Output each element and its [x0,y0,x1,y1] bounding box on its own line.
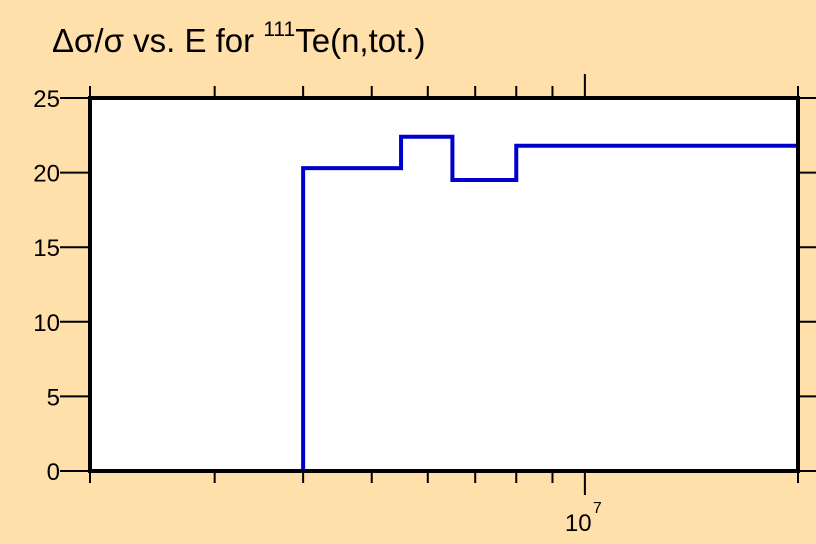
title-prefix: Δσ/σ vs. E for [52,22,264,59]
y-tick-label-20: 20 [33,161,60,188]
x-tick-label-base: 10 [565,510,592,537]
y-tick-label-10: 10 [33,310,60,337]
plot-area [90,98,798,471]
title-mass-number: 111 [263,18,296,41]
y-tick-label-5: 5 [47,384,60,411]
plot-frame [88,96,800,473]
y-tick-label-0: 0 [47,459,60,486]
chart-title: Δσ/σ vs. E for 111Te(n,tot.) [52,18,426,60]
x-tick-label-exponent: 7 [593,500,602,517]
y-tick-label-15: 15 [33,235,60,262]
series-step-line-0 [301,134,800,471]
y-tick-label-25: 25 [33,86,60,113]
title-suffix: Te(n,tot.) [295,22,426,59]
